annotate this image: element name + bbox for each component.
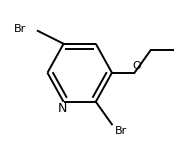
Text: Br: Br xyxy=(14,24,26,34)
Text: Br: Br xyxy=(115,126,127,136)
Text: N: N xyxy=(58,102,67,115)
Text: O: O xyxy=(133,61,141,71)
